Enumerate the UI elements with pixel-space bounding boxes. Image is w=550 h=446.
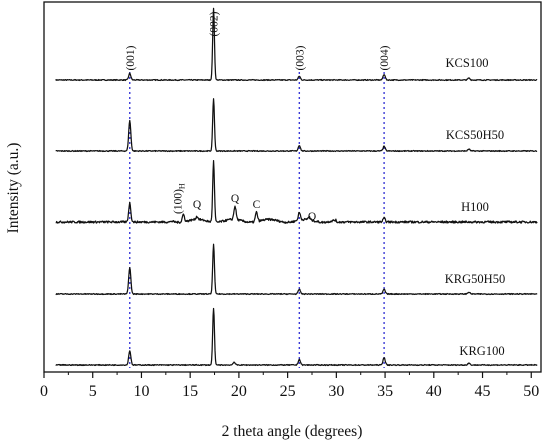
- annotation-label: Q: [193, 199, 202, 211]
- reference-lines: [129, 72, 385, 368]
- peak-label: (003): [294, 45, 306, 70]
- x-tick-label: 50: [523, 383, 539, 400]
- series-labels: KCS100 KCS50H50 H100 KRG50H50 KRG100: [445, 56, 505, 358]
- annotation-label: C: [253, 199, 261, 211]
- peak-label: (004): [379, 45, 391, 70]
- x-tick-label: 15: [182, 383, 198, 400]
- trace-h100: [55, 160, 538, 224]
- x-tick-label: 5: [89, 383, 97, 400]
- x-tick-label: 30: [328, 383, 344, 400]
- series-label-kcs100: KCS100: [445, 56, 488, 70]
- plot-border: [43, 1, 542, 373]
- peak-labels: (001) (002) (003) (004): [125, 11, 391, 70]
- x-tick-label: 25: [280, 383, 296, 400]
- x-axis-title: 2 theta angle (degrees): [222, 423, 363, 440]
- trace-kcs100: [55, 7, 538, 82]
- peak-label: (002): [209, 11, 221, 36]
- series-label-krg50h50: KRG50H50: [445, 272, 505, 286]
- x-tick-label: 40: [426, 383, 442, 400]
- annotation-label: (100)H: [172, 183, 186, 214]
- annotation-label: Q: [231, 193, 240, 205]
- x-tick-label: 10: [133, 383, 149, 400]
- trace-kcs50h50: [55, 98, 538, 153]
- x-tick-label: 45: [475, 383, 491, 400]
- series-traces: [55, 7, 538, 367]
- series-label-krg100: KRG100: [459, 344, 504, 358]
- x-tick-label: 35: [377, 383, 393, 400]
- series-label-h100: H100: [461, 200, 489, 214]
- series-label-kcs50h50: KCS50H50: [446, 128, 504, 142]
- trace-krg50h50: [55, 243, 538, 296]
- trace-krg100: [55, 307, 538, 367]
- y-axis-title: Intensity (a.u.): [5, 143, 22, 234]
- plot-frame: [43, 1, 542, 373]
- x-tick-label: 20: [231, 383, 247, 400]
- annotations: (100)H Q Q C Q: [172, 183, 317, 223]
- x-axis: 0 5 10 15 20 25 30 35 40 45 50: [40, 372, 539, 400]
- annotation-label: Q: [308, 211, 317, 223]
- x-tick-label: 0: [40, 383, 48, 400]
- peak-label: (001): [125, 45, 137, 70]
